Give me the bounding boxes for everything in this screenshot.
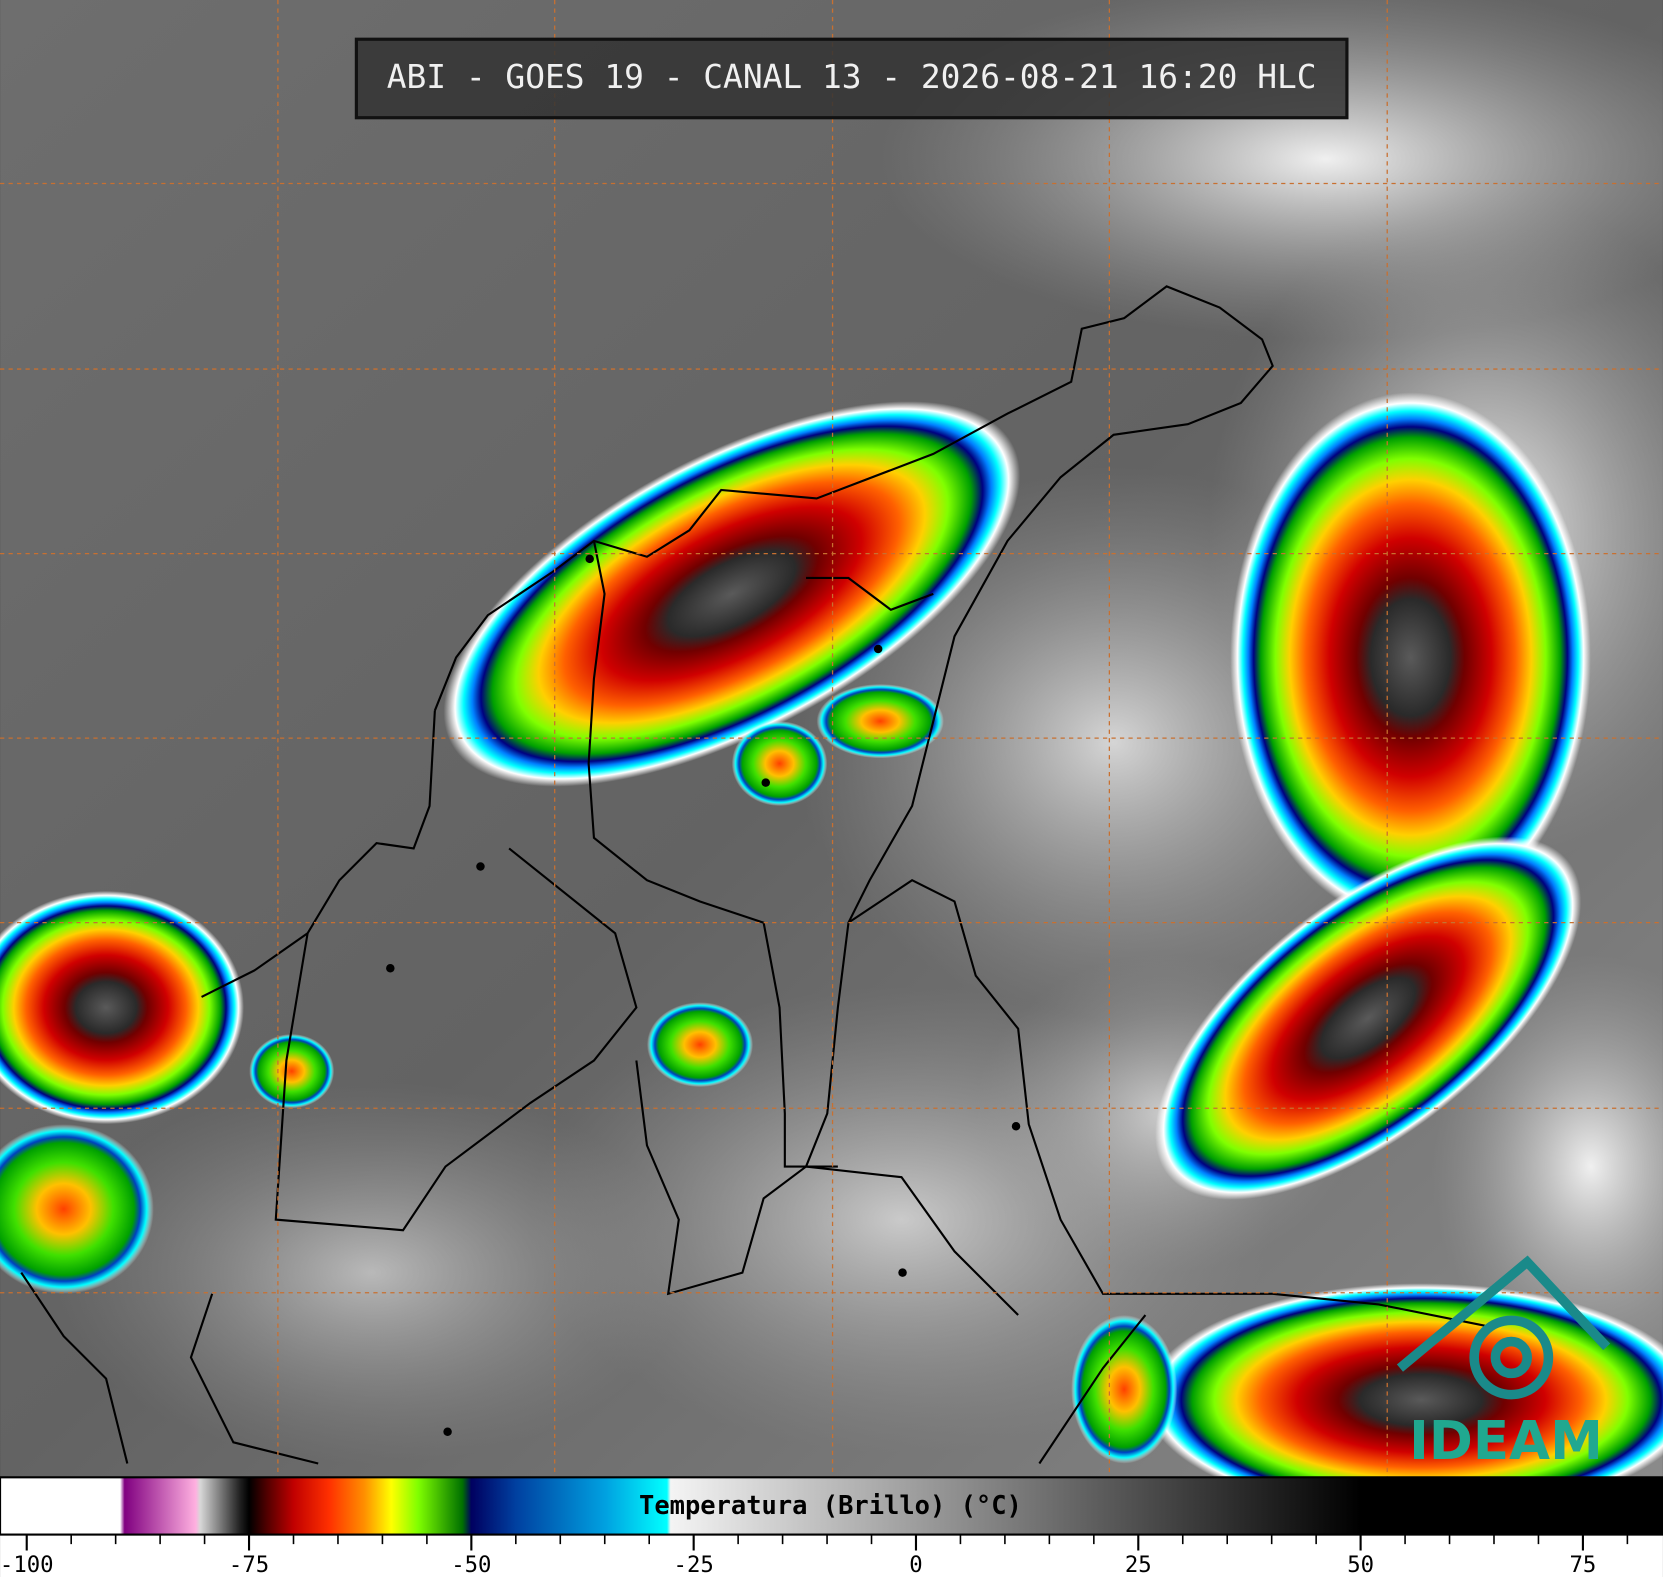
tick-label: 25 — [1125, 1552, 1152, 1577]
colorbar — [0, 1476, 1663, 1536]
logo-text: IDEAM — [1409, 1410, 1603, 1472]
title: ABI - GOES 19 - CANAL 13 - 2026-08-21 16… — [387, 57, 1317, 96]
tick-label: -75 — [229, 1552, 269, 1577]
tick-label: 75 — [1570, 1552, 1597, 1577]
logo-mark — [1396, 1255, 1611, 1400]
cities — [386, 554, 1021, 1436]
tick-label: 0 — [909, 1552, 922, 1577]
tick-label: -100 — [0, 1552, 54, 1577]
colorbar-axis: -100 -75 -50 -25 0 25 50 75 — [0, 1534, 1629, 1577]
tick-label: -25 — [674, 1552, 714, 1577]
title-box — [354, 37, 1349, 120]
tick-label: 50 — [1347, 1552, 1374, 1577]
storms — [0, 392, 1663, 1517]
colorbar-label: Temperatura (Brillo) (°C) — [639, 1491, 1022, 1521]
borders — [20, 285, 1485, 1465]
tick-label: -50 — [451, 1552, 491, 1577]
graticule — [0, 0, 1663, 1478]
